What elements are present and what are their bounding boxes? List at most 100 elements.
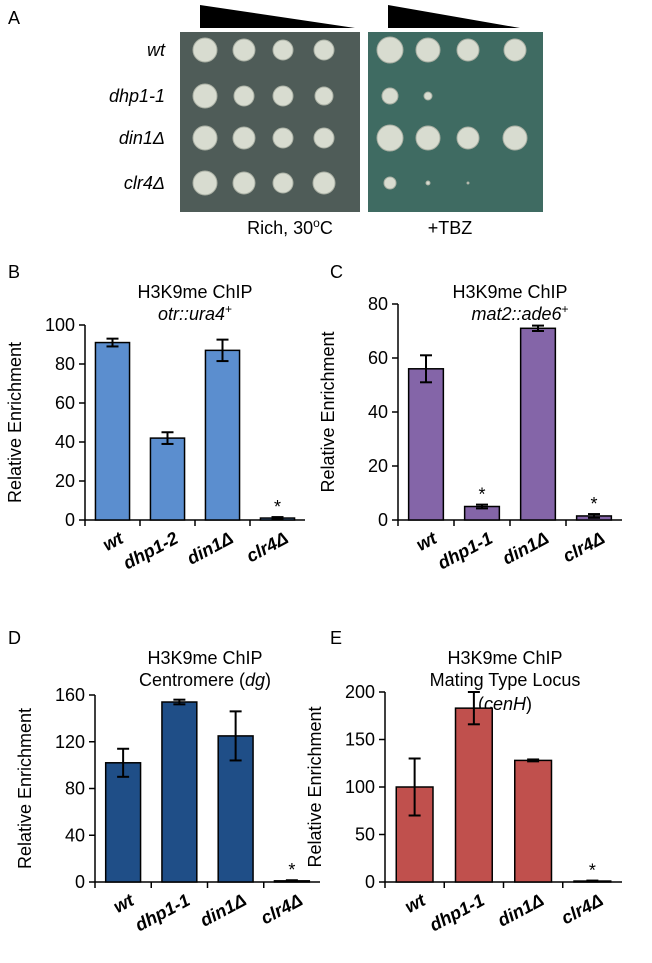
y-tick-label: 0 (65, 510, 75, 530)
text-part: + (225, 302, 232, 316)
y-tick-label: 20 (55, 471, 75, 491)
y-tick-label: 160 (55, 685, 85, 705)
y-tick-label: 60 (368, 348, 388, 368)
bar (94, 341, 131, 521)
bar (149, 437, 186, 521)
x-tick-label: din1Δ (197, 890, 250, 931)
text-part: C (320, 218, 333, 238)
rich-text: Mating Type Locus (430, 670, 581, 690)
error-bar (117, 747, 130, 778)
y-tick-label: 80 (55, 354, 75, 374)
colony-spot (456, 126, 480, 150)
y-tick-label: 60 (55, 393, 75, 413)
y-tick-label: 80 (368, 294, 388, 314)
y-tick-label: 40 (65, 825, 85, 845)
y-axis-label: Relative Enrichment (318, 331, 338, 492)
x-tick-label: clr4Δ (560, 528, 608, 566)
rich-text: mat2::ade6+ (471, 302, 568, 324)
x-tick-label: dhp1-1 (132, 890, 193, 935)
error-bar (173, 698, 186, 706)
x-tick-label: dhp1-1 (426, 890, 487, 935)
colony-spot (233, 85, 255, 107)
x-tick-label: clr4Δ (558, 890, 606, 928)
error-bar (106, 337, 119, 348)
colony-spot (381, 87, 399, 105)
y-tick-label: 0 (378, 510, 388, 530)
error-bar (271, 516, 284, 521)
error-bar (216, 338, 229, 363)
error-bar (527, 758, 540, 763)
bar (407, 368, 445, 521)
text-part: mat2::ade6 (471, 304, 562, 324)
y-tick-label: 100 (345, 777, 375, 797)
error-bar (408, 757, 421, 817)
colony-spot (232, 38, 256, 62)
bar (454, 707, 493, 883)
y-tick-label: 0 (365, 872, 375, 892)
colony-spot (272, 85, 294, 107)
rich-text: otr::ura4+ (158, 302, 232, 324)
colony-spot (502, 125, 528, 151)
text-part: ) (526, 694, 532, 714)
bar (519, 327, 557, 521)
error-bar (586, 879, 599, 883)
error-bar (285, 879, 298, 883)
chart-title: H3K9me ChIP (447, 648, 562, 668)
colony-spot (192, 83, 218, 109)
rich-text: +TBZ (428, 218, 473, 238)
strain-label: wt (147, 40, 166, 60)
x-tick-label: clr4Δ (243, 528, 291, 566)
colony-spot (376, 124, 404, 152)
x-tick-label: wt (110, 889, 138, 917)
text-part: Centromere ( (139, 670, 245, 690)
x-tick-label: dhp1-2 (120, 528, 181, 573)
chart-title: H3K9me ChIP (452, 282, 567, 302)
colony-spot (192, 125, 218, 151)
x-tick-label: din1Δ (494, 890, 547, 931)
text-part: +TBZ (428, 218, 473, 238)
y-tick-label: 120 (55, 732, 85, 752)
text-part: o (313, 216, 320, 230)
chart-title: H3K9me ChIP (137, 282, 252, 302)
colony-spot (192, 37, 218, 63)
colony-spot (232, 126, 256, 150)
text-part: dg (245, 670, 265, 690)
panel-label: E (330, 628, 342, 648)
annotation: * (274, 497, 281, 517)
y-tick-label: 0 (75, 872, 85, 892)
y-tick-label: 200 (345, 682, 375, 702)
text-part: + (562, 302, 569, 316)
y-tick-label: 80 (65, 779, 85, 799)
annotation: * (478, 485, 485, 505)
bar (514, 759, 553, 883)
bar (161, 701, 198, 883)
y-tick-label: 40 (368, 402, 388, 422)
chart-title: H3K9me ChIP (147, 648, 262, 668)
error-bar (476, 503, 488, 510)
error-bar (467, 691, 480, 726)
strain-label: clr4Δ (124, 173, 165, 193)
colony-spot (503, 38, 527, 62)
y-tick-label: 100 (45, 315, 75, 335)
colony-spot (423, 91, 433, 101)
error-bar (588, 513, 600, 519)
text-part: otr::ura4 (158, 304, 225, 324)
x-tick-label: din1Δ (184, 528, 237, 569)
text-part: ( (478, 694, 484, 714)
rich-text: Centromere (dg) (139, 670, 271, 690)
panel-label: C (330, 262, 343, 282)
text-part: cenH (484, 694, 527, 714)
panel-label: A (8, 8, 20, 28)
error-bar (229, 710, 242, 762)
error-bar (420, 354, 432, 384)
x-tick-label: wt (401, 889, 429, 917)
text-part: ) (265, 670, 271, 690)
strain-label: din1Δ (119, 128, 165, 148)
x-tick-label: dhp1-1 (434, 528, 495, 573)
text-part: Rich, 30 (247, 218, 313, 238)
colony-spot (313, 39, 335, 61)
colony-spot (313, 127, 335, 149)
bar (204, 349, 241, 521)
colony-spot (272, 172, 294, 194)
